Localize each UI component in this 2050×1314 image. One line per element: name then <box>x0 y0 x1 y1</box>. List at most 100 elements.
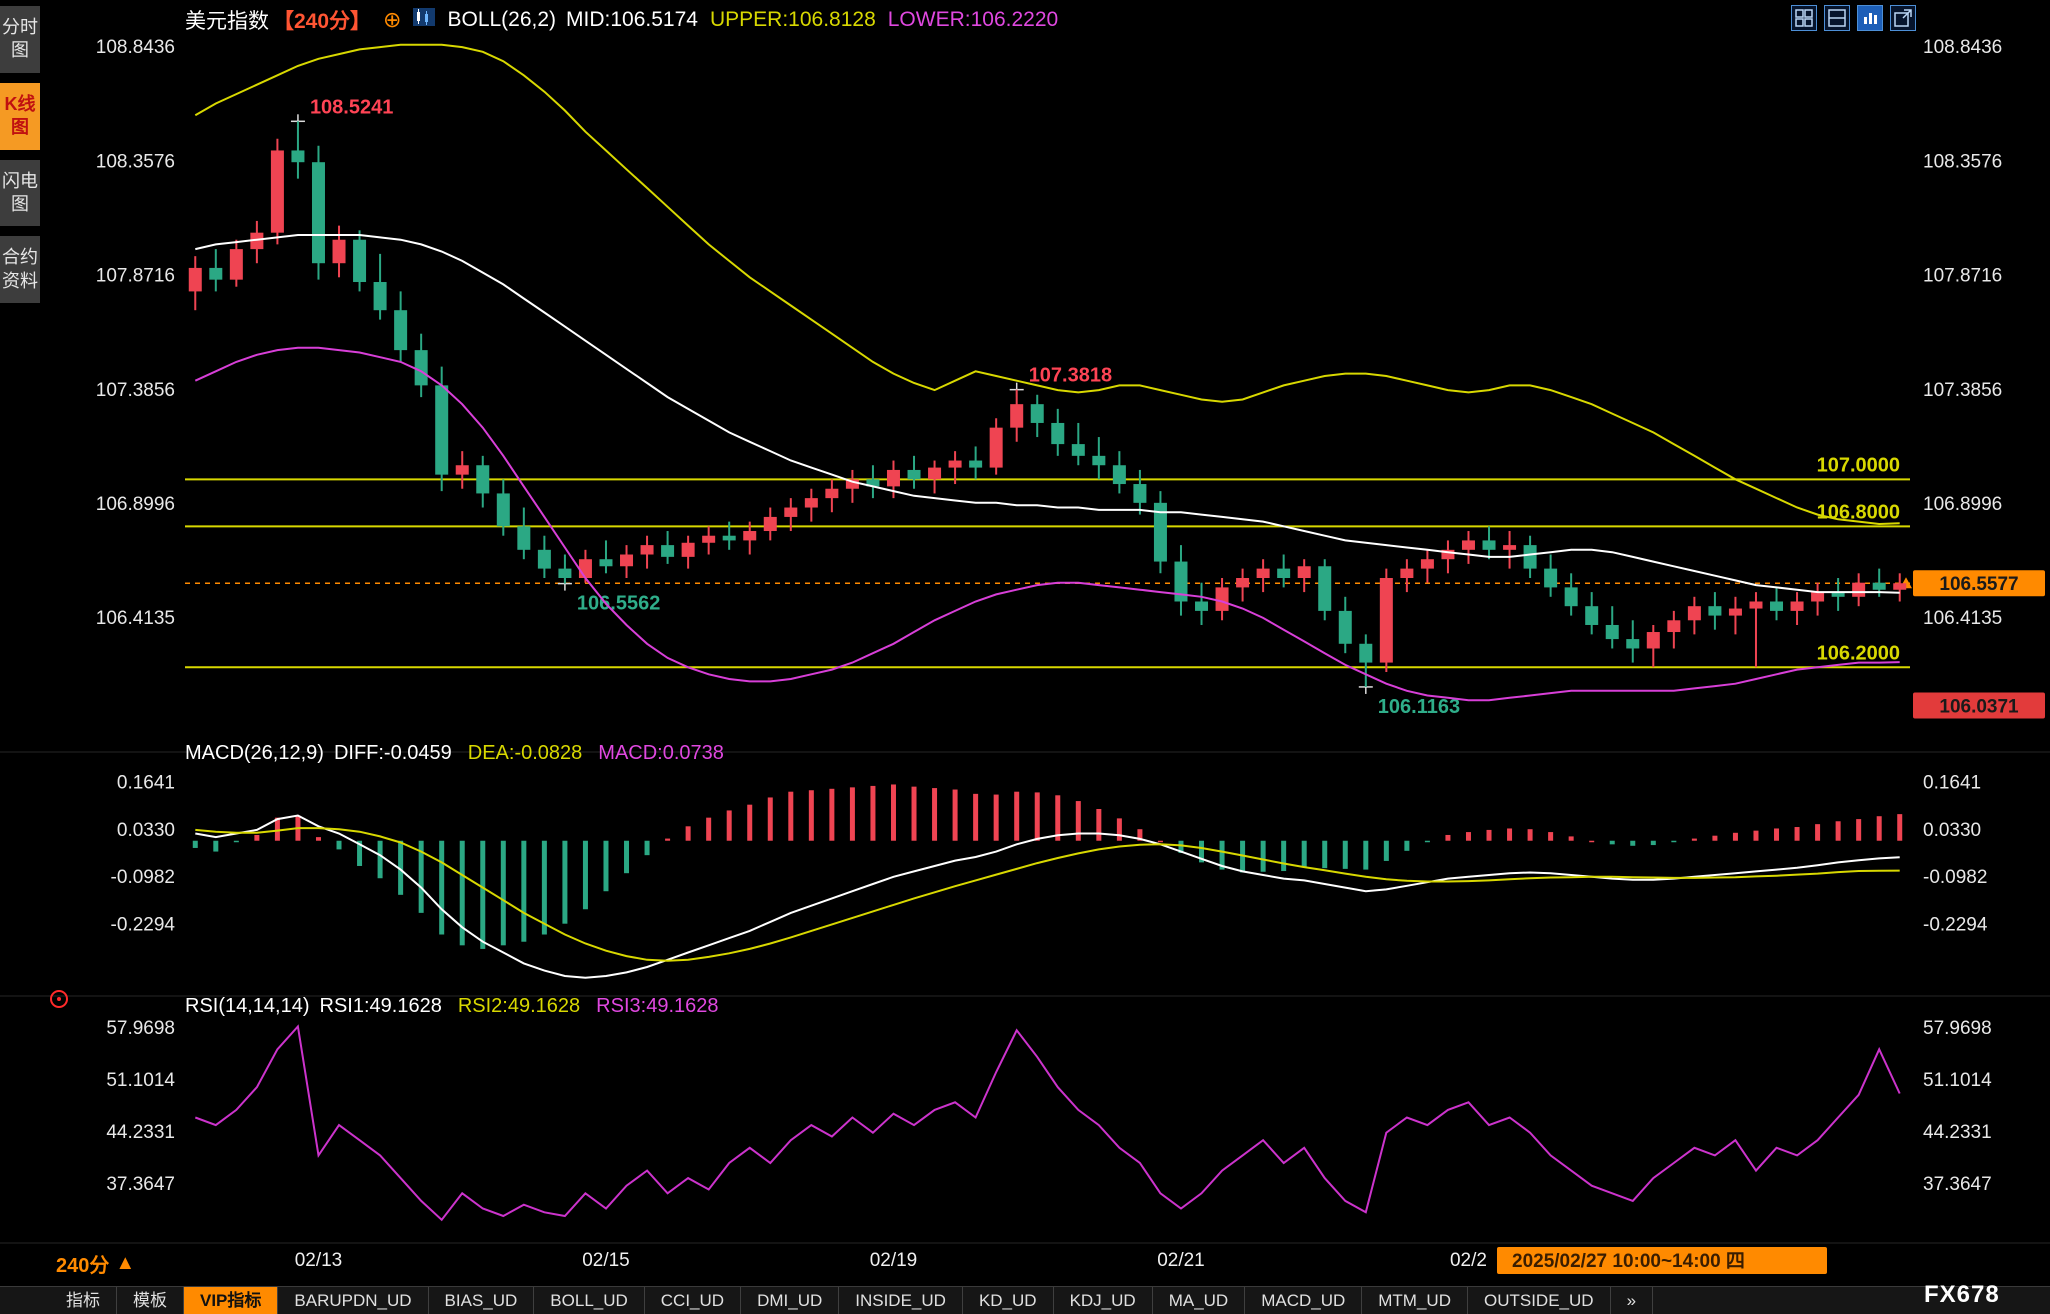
boll-upper-value: UPPER:106.8128 <box>709 8 876 31</box>
y-axis-tick-right: 108.3576 <box>1923 151 2002 172</box>
toolbar-item-15[interactable]: » <box>1611 1287 1654 1314</box>
macd-tick-left: -0.2294 <box>111 914 176 935</box>
macd-params-label: MACD(26,12,9) <box>185 742 324 764</box>
grid-layout-icon[interactable] <box>1791 5 1817 31</box>
session-time-box <box>1497 1247 1827 1274</box>
sidebar-tab-2[interactable]: 闪电图 <box>0 159 40 227</box>
toolbar-item-8[interactable]: INSIDE_UD <box>839 1287 963 1314</box>
y-axis-tick-right: 108.8436 <box>1923 37 2002 58</box>
hline-label: 106.2000 <box>1817 642 1900 664</box>
chart-panel-icon[interactable] <box>1857 5 1883 31</box>
period-tag: 【240分】 <box>273 10 372 33</box>
hline-label: 106.8000 <box>1817 501 1900 523</box>
kline-chart-icon[interactable] <box>413 6 436 34</box>
macd-value: MACD:0.0738 <box>598 742 724 764</box>
session-low-box-label: 106.0371 <box>1939 697 2019 718</box>
bottom-toolbar: 指标 模板 VIP指标 BARUPDN_UD BIAS_UD BOLL_UD CCI_UD D… <box>0 1286 2050 1314</box>
period-selector[interactable]: 240分 ▲ <box>56 1249 135 1278</box>
macd-diff-line <box>195 814 1900 979</box>
current-price-box <box>1913 570 2045 597</box>
toolbar-item-7[interactable]: DMI_UD <box>741 1287 840 1314</box>
y-axis-tick-right: 107.8716 <box>1923 266 2002 287</box>
window-tools <box>1791 5 1916 31</box>
macd-diff-value: DIFF:-0.0459 <box>333 742 452 764</box>
macd-dea-line <box>195 827 1900 962</box>
boll-mid-line <box>195 234 1900 594</box>
price-annotation: 106.5562 <box>577 593 660 615</box>
boll-upper-line <box>194 43 1900 526</box>
price-annotation: 108.5241 <box>310 96 393 118</box>
date-tick: 02/21 <box>1157 1250 1205 1271</box>
y-axis-tick-left: 106.8996 <box>96 494 175 515</box>
rsi-tick-right: 57.9698 <box>1923 1018 1992 1039</box>
rsi-tick-right: 44.2331 <box>1923 1122 1992 1143</box>
hline-label: 107.0000 <box>1817 454 1900 476</box>
crosshair-icon[interactable] <box>50 990 68 1008</box>
boll-mid-value: MID:106.5174 <box>566 8 698 31</box>
boll-lower-line <box>194 346 1900 702</box>
macd-dea-value: DEA:-0.0828 <box>467 742 583 764</box>
macd-tick-right: -0.0982 <box>1923 867 1987 888</box>
toolbar-item-12[interactable]: MACD_UD <box>1245 1287 1363 1314</box>
y-axis-tick-left: 108.3576 <box>96 151 175 172</box>
y-axis-tick-left: 107.8716 <box>96 266 175 287</box>
current-price-box-label: 106.5577 <box>1939 574 2018 595</box>
toolbar-item-4[interactable]: BIAS_UD <box>429 1287 535 1314</box>
sidebar-tab-3[interactable]: 合约资料 <box>0 236 40 304</box>
sidebar-tab-1[interactable]: K线图 <box>0 82 40 150</box>
plus-circle-icon[interactable]: ⊕ <box>383 7 402 32</box>
popout-window-icon[interactable] <box>1890 5 1916 31</box>
toolbar-item-6[interactable]: CCI_UD <box>645 1287 742 1314</box>
toolbar-item-11[interactable]: MA_UD <box>1153 1287 1246 1314</box>
rsi-params-label: RSI(14,14,14) <box>185 995 310 1017</box>
split-panel-icon[interactable] <box>1824 5 1850 31</box>
boll-params-label: BOLL(26,2) <box>447 8 557 31</box>
macd-tick-left: 0.1641 <box>117 773 175 794</box>
session-time-label: 2025/02/27 10:00~14:00 四 <box>1512 1251 1745 1272</box>
toolbar-item-14[interactable]: OUTSIDE_UD <box>1468 1287 1611 1314</box>
rsi-tick-left: 44.2331 <box>106 1122 175 1143</box>
boll-lower-value: LOWER:106.2220 <box>887 8 1059 31</box>
rsi-pane-title: RSI(14,14,14) RSI1:49.1628 RSI2:49.1628 … <box>185 995 719 1018</box>
rsi-tick-left: 57.9698 <box>106 1018 175 1039</box>
rsi3-value: RSI3:49.1628 <box>596 995 719 1017</box>
rsi-tick-right: 51.1014 <box>1923 1070 1992 1091</box>
date-tick: 02/2 <box>1450 1250 1487 1271</box>
rsi-line <box>194 1024 1901 1222</box>
rsi-tick-left: 37.3647 <box>106 1174 175 1195</box>
toolbar-item-10[interactable]: KDJ_UD <box>1054 1287 1153 1314</box>
date-tick: 02/13 <box>295 1250 343 1271</box>
date-tick: 02/15 <box>582 1250 630 1271</box>
toolbar-item-3[interactable]: BARUPDN_UD <box>278 1287 429 1314</box>
macd-tick-left: 0.0330 <box>117 820 175 841</box>
session-low-box <box>1913 692 2045 719</box>
toolbar-item-13[interactable]: MTM_UD <box>1362 1287 1468 1314</box>
toolbar-item-2[interactable]: VIP指标 <box>184 1287 279 1314</box>
price-annotation: 107.3818 <box>1029 365 1112 387</box>
rsi-tick-right: 37.3647 <box>1923 1174 1992 1195</box>
sidebar-tab-0[interactable]: 分时图 <box>0 6 40 73</box>
chart-header: 美元指数 【240分】 ⊕ BOLL(26,2) MID:106.5174 UP… <box>185 5 1058 35</box>
left-sidebar: 分时图 K线图闪电图合约资料 <box>0 0 40 304</box>
toolbar-item-0[interactable]: 指标 <box>50 1287 117 1314</box>
y-axis-tick-left: 107.3856 <box>96 380 175 401</box>
rsi-tick-left: 51.1014 <box>106 1070 175 1091</box>
date-tick: 02/19 <box>870 1250 918 1271</box>
macd-tick-right: -0.2294 <box>1923 914 1988 935</box>
toolbar-item-5[interactable]: BOLL_UD <box>534 1287 645 1314</box>
toolbar-item-9[interactable]: KD_UD <box>963 1287 1054 1314</box>
toolbar-item-1[interactable]: 模板 <box>117 1287 184 1314</box>
rsi-panel: 57.9698 57.9698 51.1014 51.1014 44.2331 44.23… <box>106 1018 1992 1222</box>
rsi2-value: RSI2:49.1628 <box>457 995 581 1017</box>
y-axis-tick-right: 106.4135 <box>1923 608 2002 629</box>
price-annotation: 106.1163 <box>1378 696 1460 718</box>
period-arrow-icon: ▲ <box>115 1252 136 1274</box>
y-axis-tick-left: 106.4135 <box>96 608 175 629</box>
candlestick-series[interactable] <box>188 121 1907 687</box>
rsi1-value: RSI1:49.1628 <box>319 995 442 1017</box>
macd-pane-title: MACD(26,12,9) DIFF:-0.0459 DEA:-0.0828 M… <box>185 742 724 765</box>
macd-panel: 0.1641 0.1641 0.0330 0.0330 -0.0982 -0.0982 -0… <box>111 773 1988 979</box>
y-axis-tick-left: 108.8436 <box>96 37 175 58</box>
symbol-title: 美元指数 <box>185 10 269 33</box>
